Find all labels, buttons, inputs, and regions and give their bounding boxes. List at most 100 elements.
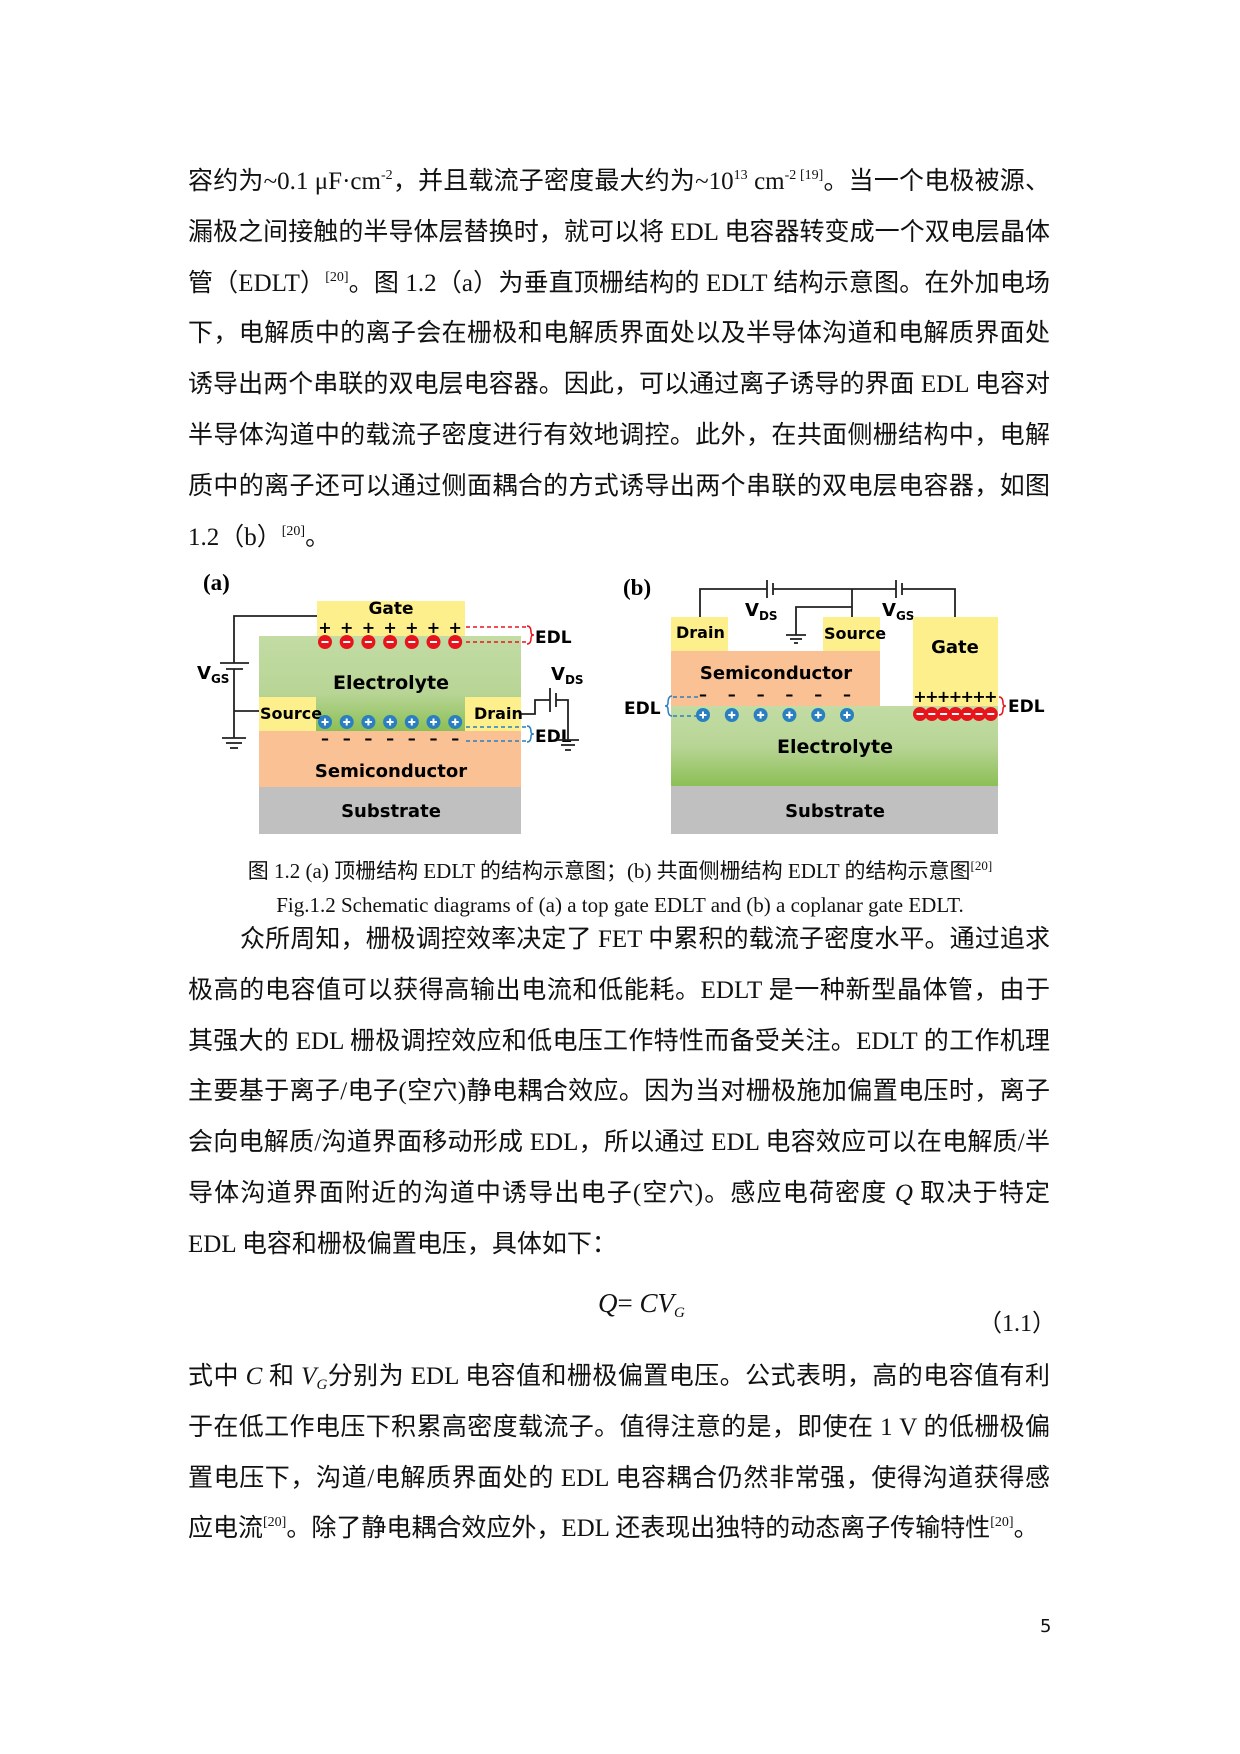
text-sup: [20] [281, 523, 306, 539]
anion-icon [361, 635, 376, 649]
positive-charge-icon: + [362, 618, 375, 637]
anion-icon [426, 635, 441, 649]
positive-charge-icon: + [984, 687, 997, 706]
panel-a-label: (a) [203, 570, 230, 595]
cation-icon [782, 708, 797, 722]
anion-icon [983, 707, 998, 721]
cation-icon [339, 715, 354, 729]
text-run: 1.2（b） [188, 523, 282, 551]
anion-icon [960, 707, 975, 721]
text-line: 置电压下，沟道/电解质界面处的 EDL 电容耦合仍然非常强，使得沟道获得感 [188, 1464, 1050, 1494]
substrate-layer [259, 787, 521, 834]
text-line: 众所周知，栅极调控效率决定了 FET 中累积的载流子密度水平。通过追求 [240, 925, 1050, 955]
drain-label-b: Drain [676, 623, 725, 642]
text-sup: -2 [380, 168, 393, 183]
semiconductor-label-b: Semiconductor [700, 663, 852, 684]
figure-caption-chinese: 图 1.2 (a) 顶栅结构 EDLT 的结构示意图；(b) 共面侧栅结构 ED… [0, 858, 1240, 884]
circuit-b [699, 580, 956, 644]
text-run: 。当一个电极被源、 [823, 168, 1050, 195]
text-run: 管（EDLT） [188, 269, 326, 297]
gate-electrode-b [913, 617, 998, 706]
text-run: ，并且载流子密度最大约为~10 [392, 168, 734, 195]
edl-top-label: EDL [535, 628, 572, 648]
edl-top-marker [466, 625, 535, 645]
positive-charge-icon: + [960, 687, 973, 706]
positive-charge-icon: + [913, 687, 926, 706]
substrate-label-b: Substrate [785, 801, 885, 822]
positive-charge-icon: + [383, 618, 396, 637]
negative-charge-icon: – [343, 729, 351, 748]
negative-charge-icon: – [321, 729, 329, 748]
electrolyte-label: Electrolyte [333, 672, 449, 694]
page-number: 5 [1040, 1616, 1052, 1637]
text-sup: -2 [19] [784, 168, 824, 183]
electrolyte-label-b: Electrolyte [777, 736, 893, 758]
anion-icon [936, 707, 951, 721]
text-run: 其强大的 EDL 栅极调控效应和低电压工作特性而备受关注。EDLT 的工作机理 [188, 1027, 1050, 1055]
cation-icon [361, 715, 376, 729]
drain-label: Drain [474, 704, 523, 723]
positive-charge-icon: + [925, 687, 938, 706]
panel-b-label: (b) [623, 575, 651, 600]
cation-icon [696, 708, 710, 722]
text-italic: V [301, 1363, 317, 1390]
text-run: 分别为 EDL 电容值和栅极偏置电压。公式表明，高的电容值有利 [327, 1363, 1050, 1390]
drain-electrode [465, 697, 521, 731]
cation-icon [724, 708, 739, 722]
ions-panel-b: – – – – – – +++++++ [696, 685, 998, 722]
anion-icon [318, 635, 332, 649]
text-line: 式中 C 和 VG分别为 EDL 电容值和栅极偏置电压。公式表明，高的电容值有利 [188, 1362, 1050, 1393]
cation-icon [318, 715, 332, 729]
substrate-layer-b [671, 786, 998, 834]
cation-icon [811, 708, 826, 722]
text-isub: G [316, 1377, 328, 1393]
positive-charge-icon: + [949, 687, 962, 706]
vds-label-b: VDS [745, 600, 778, 623]
semiconductor-layer-b [671, 651, 880, 706]
text-run: 取决于特定 [912, 1180, 1050, 1207]
negative-charge-icon: – [843, 685, 851, 704]
gate-label-b: Gate [931, 637, 979, 658]
negative-charge-icon: – [757, 685, 765, 704]
cation-icon [753, 708, 768, 722]
text-run: EDL 电容和栅极偏置电压，具体如下： [188, 1230, 617, 1258]
positive-charge-icon: + [427, 618, 440, 637]
negative-charge-icon: – [408, 729, 416, 748]
source-electrode-b [823, 617, 880, 651]
positive-charge-icon: + [405, 618, 418, 637]
panel-b: (b) VDS VGS Drain Source Gate Semico [623, 575, 1045, 834]
negative-charge-icon: – [728, 685, 736, 704]
edl-left-label: EDL [624, 699, 661, 719]
text-line: 主要基于离子/电子(空穴)静电耦合效应。因为当对栅极施加偏置电压时，离子 [188, 1077, 1050, 1107]
panel-a: (a) Gate Electrolyte Source Drain Semico… [197, 570, 584, 834]
text-run: 下，电解质中的离子会在栅极和电解质界面处以及半导体沟道和电解质界面处 [188, 320, 1050, 348]
text-run: 主要基于离子/电子(空穴)静电耦合效应。因为当对栅极施加偏置电压时，离子 [188, 1078, 1050, 1106]
text-run: 。图 1.2（a）为垂直顶栅结构的 EDLT 结构示意图。在外加电场 [348, 269, 1050, 297]
semiconductor-label: Semiconductor [315, 761, 467, 782]
text-run: 。 [305, 523, 331, 551]
text-run: 半导体沟道中的载流子密度进行有效地调控。此外，在共面侧栅结构中，电解 [188, 422, 1050, 449]
ions-panel-a: + – + – + – + – + – + – + – [318, 618, 463, 748]
text-line: 导体沟道界面附近的沟道中诱导出电子(空穴)。感应电荷密度 Q 取决于特定 [188, 1179, 1050, 1209]
source-label-b: Source [824, 624, 886, 643]
gate-electrode [317, 601, 465, 636]
cation-icon [383, 715, 398, 729]
text-run: 质中的离子还可以通过侧面耦合的方式诱导出两个串联的双电层电容器，如图 [188, 472, 1050, 500]
anion-icon [972, 707, 986, 721]
text-run: 极高的电容值可以获得高输出电流和低能耗。EDLT 是一种新型晶体管，由于 [188, 976, 1050, 1004]
negative-charge-icon: – [699, 685, 707, 704]
cation-icon [840, 708, 854, 722]
vgs-label-a: VGS [197, 663, 229, 686]
text-line: 诱导出两个串联的双电层电容器。因此，可以通过离子诱导的界面 EDL 电容对 [188, 370, 1050, 400]
negative-charge-icon: – [364, 729, 372, 748]
text-line: 下，电解质中的离子会在栅极和电解质界面处以及半导体沟道和电解质界面处 [188, 319, 1050, 349]
negative-charge-icon: – [785, 685, 793, 704]
text-run: 容约为~0.1 μF·cm [188, 168, 381, 195]
source-label: Source [260, 704, 322, 723]
drain-electrode-b [671, 617, 728, 651]
cation-icon [404, 715, 419, 729]
anion-icon [948, 707, 963, 721]
text-run: cm [747, 168, 785, 195]
negative-charge-icon: – [386, 729, 394, 748]
